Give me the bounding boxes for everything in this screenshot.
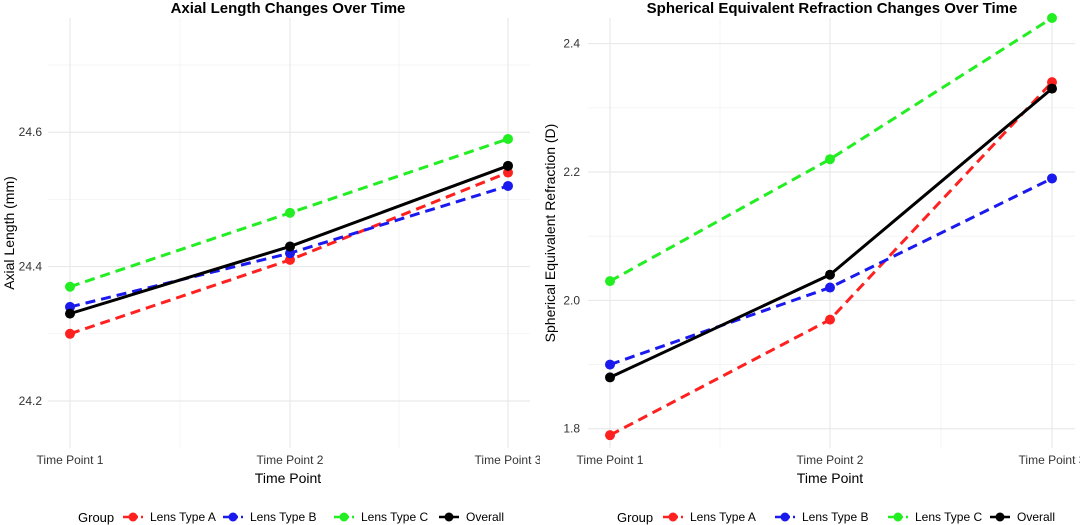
data-point-lens-type-a xyxy=(825,314,835,325)
data-point-overall xyxy=(605,372,615,383)
legend-label: Overall xyxy=(1017,510,1055,524)
x-tick-label: Time Point 1 xyxy=(577,453,644,467)
data-point-overall xyxy=(65,308,75,319)
y-axis-title: Spherical Equivalent Refraction (D) xyxy=(542,124,558,343)
legend: Group Lens Type A Lens Type B Lens Type C Ov… xyxy=(617,510,1055,525)
data-point-lens-type-c xyxy=(825,154,835,165)
y-tick-label: 2.0 xyxy=(563,293,580,307)
series-lens-type-b xyxy=(605,173,1057,370)
legend-label: Lens Type C xyxy=(915,510,982,524)
legend-item-lens-type-b: Lens Type B xyxy=(223,510,317,524)
legend-key-point xyxy=(128,512,138,522)
legend-label: Overall xyxy=(466,510,504,524)
data-point-lens-type-c xyxy=(605,276,615,287)
data-point-lens-type-b xyxy=(605,359,615,370)
series-lens-type-c xyxy=(605,13,1057,287)
legend-key-point xyxy=(995,512,1005,522)
legend-item-lens-type-a: Lens Type A xyxy=(123,510,216,524)
series-line-lens-type-a xyxy=(609,81,1054,437)
refraction-chart: 1.8 2.0 2.2 2.4 Time Point 1 Time Point 2 Time… xyxy=(542,0,1080,525)
y-tick-label: 24.4 xyxy=(19,260,43,274)
data-point-lens-type-b xyxy=(825,282,835,293)
y-axis-title: Axial Length (mm) xyxy=(1,176,17,290)
legend-item-lens-type-b: Lens Type B xyxy=(775,510,869,524)
series-line-overall xyxy=(609,87,1053,379)
data-point-overall xyxy=(285,241,295,252)
data-point-lens-type-a xyxy=(65,328,75,339)
x-tick-label: Time Point 3 xyxy=(1019,453,1080,467)
legend-item-overall: Overall xyxy=(439,510,504,524)
legend-item-lens-type-c: Lens Type C xyxy=(888,510,982,524)
legend-item-lens-type-a: Lens Type A xyxy=(663,510,756,524)
legend-key-point xyxy=(893,512,903,522)
x-axis-title: Time Point xyxy=(255,470,322,486)
chart-title: Spherical Equivalent Refraction Changes … xyxy=(647,0,1018,17)
data-point-lens-type-b xyxy=(503,180,513,191)
legend-label: Lens Type B xyxy=(802,510,869,524)
legend-label: Lens Type C xyxy=(361,510,428,524)
series-overall xyxy=(65,160,513,319)
legend: Group Lens Type A Lens Type B Lens Type C Ov… xyxy=(78,510,504,525)
series-line-lens-type-c xyxy=(609,16,1053,283)
y-tick-label: 2.4 xyxy=(563,37,580,51)
legend-item-overall: Overall xyxy=(990,510,1055,524)
legend-key-point xyxy=(780,512,790,522)
data-point-lens-type-c xyxy=(503,133,513,144)
data-point-overall xyxy=(1047,83,1057,94)
x-tick-label: Time Point 2 xyxy=(797,453,864,467)
legend-label: Lens Type A xyxy=(150,510,216,524)
legend-title: Group xyxy=(617,510,653,525)
y-tick-label: 24.2 xyxy=(19,394,43,408)
y-tick-label: 24.6 xyxy=(19,125,43,139)
series-lens-type-a xyxy=(605,77,1057,441)
legend-label: Lens Type B xyxy=(250,510,317,524)
legend-label: Lens Type A xyxy=(690,510,756,524)
data-point-lens-type-c xyxy=(1047,13,1057,23)
x-tick-label: Time Point 2 xyxy=(257,453,324,467)
y-tick-label: 1.8 xyxy=(563,422,580,436)
legend-key-point xyxy=(228,512,238,522)
gridlines xyxy=(588,18,1075,448)
data-point-overall xyxy=(503,160,513,171)
series-overall xyxy=(605,83,1057,383)
legend-key-point xyxy=(444,512,454,522)
series-lens-type-c xyxy=(65,133,513,292)
data-point-lens-type-a xyxy=(605,430,615,441)
legend-key-point xyxy=(668,512,678,522)
y-tick-label: 2.2 xyxy=(563,165,580,179)
data-point-lens-type-c xyxy=(285,207,295,218)
x-tick-label: Time Point 1 xyxy=(37,453,104,467)
data-point-lens-type-b xyxy=(1047,173,1057,184)
x-tick-label: Time Point 3 xyxy=(475,453,540,467)
gridlines xyxy=(48,18,530,448)
chart-title: Axial Length Changes Over Time xyxy=(171,0,406,17)
axial-length-chart: 24.2 24.4 24.6 Time Point 1 Time Point 2 Time… xyxy=(1,0,540,525)
data-point-lens-type-c xyxy=(65,281,75,292)
legend-item-lens-type-c: Lens Type C xyxy=(334,510,428,524)
legend-title: Group xyxy=(78,510,114,525)
x-axis-title: Time Point xyxy=(797,470,864,486)
data-point-overall xyxy=(825,269,835,280)
legend-key-point xyxy=(339,512,349,522)
